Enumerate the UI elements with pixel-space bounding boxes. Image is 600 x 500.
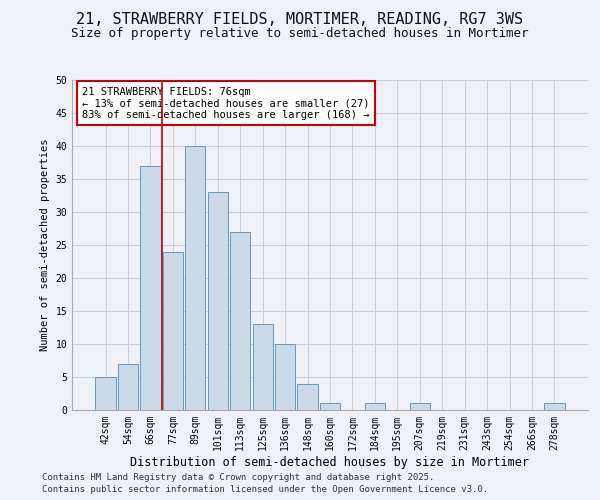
Bar <box>410 404 430 410</box>
X-axis label: Distribution of semi-detached houses by size in Mortimer: Distribution of semi-detached houses by … <box>131 456 530 468</box>
Bar <box>185 146 205 410</box>
Bar <box>118 364 138 410</box>
Bar <box>320 404 340 410</box>
Bar <box>208 192 228 410</box>
Bar <box>365 404 385 410</box>
Bar <box>95 377 116 410</box>
Text: Contains HM Land Registry data © Crown copyright and database right 2025.: Contains HM Land Registry data © Crown c… <box>42 472 434 482</box>
Bar <box>275 344 295 410</box>
Bar <box>298 384 317 410</box>
Bar <box>163 252 183 410</box>
Bar <box>544 404 565 410</box>
Bar <box>230 232 250 410</box>
Text: Contains public sector information licensed under the Open Government Licence v3: Contains public sector information licen… <box>42 485 488 494</box>
Text: Size of property relative to semi-detached houses in Mortimer: Size of property relative to semi-detach… <box>71 28 529 40</box>
Y-axis label: Number of semi-detached properties: Number of semi-detached properties <box>40 138 50 351</box>
Bar <box>253 324 273 410</box>
Text: 21 STRAWBERRY FIELDS: 76sqm
← 13% of semi-detached houses are smaller (27)
83% o: 21 STRAWBERRY FIELDS: 76sqm ← 13% of sem… <box>82 86 370 120</box>
Bar <box>140 166 161 410</box>
Text: 21, STRAWBERRY FIELDS, MORTIMER, READING, RG7 3WS: 21, STRAWBERRY FIELDS, MORTIMER, READING… <box>76 12 524 28</box>
